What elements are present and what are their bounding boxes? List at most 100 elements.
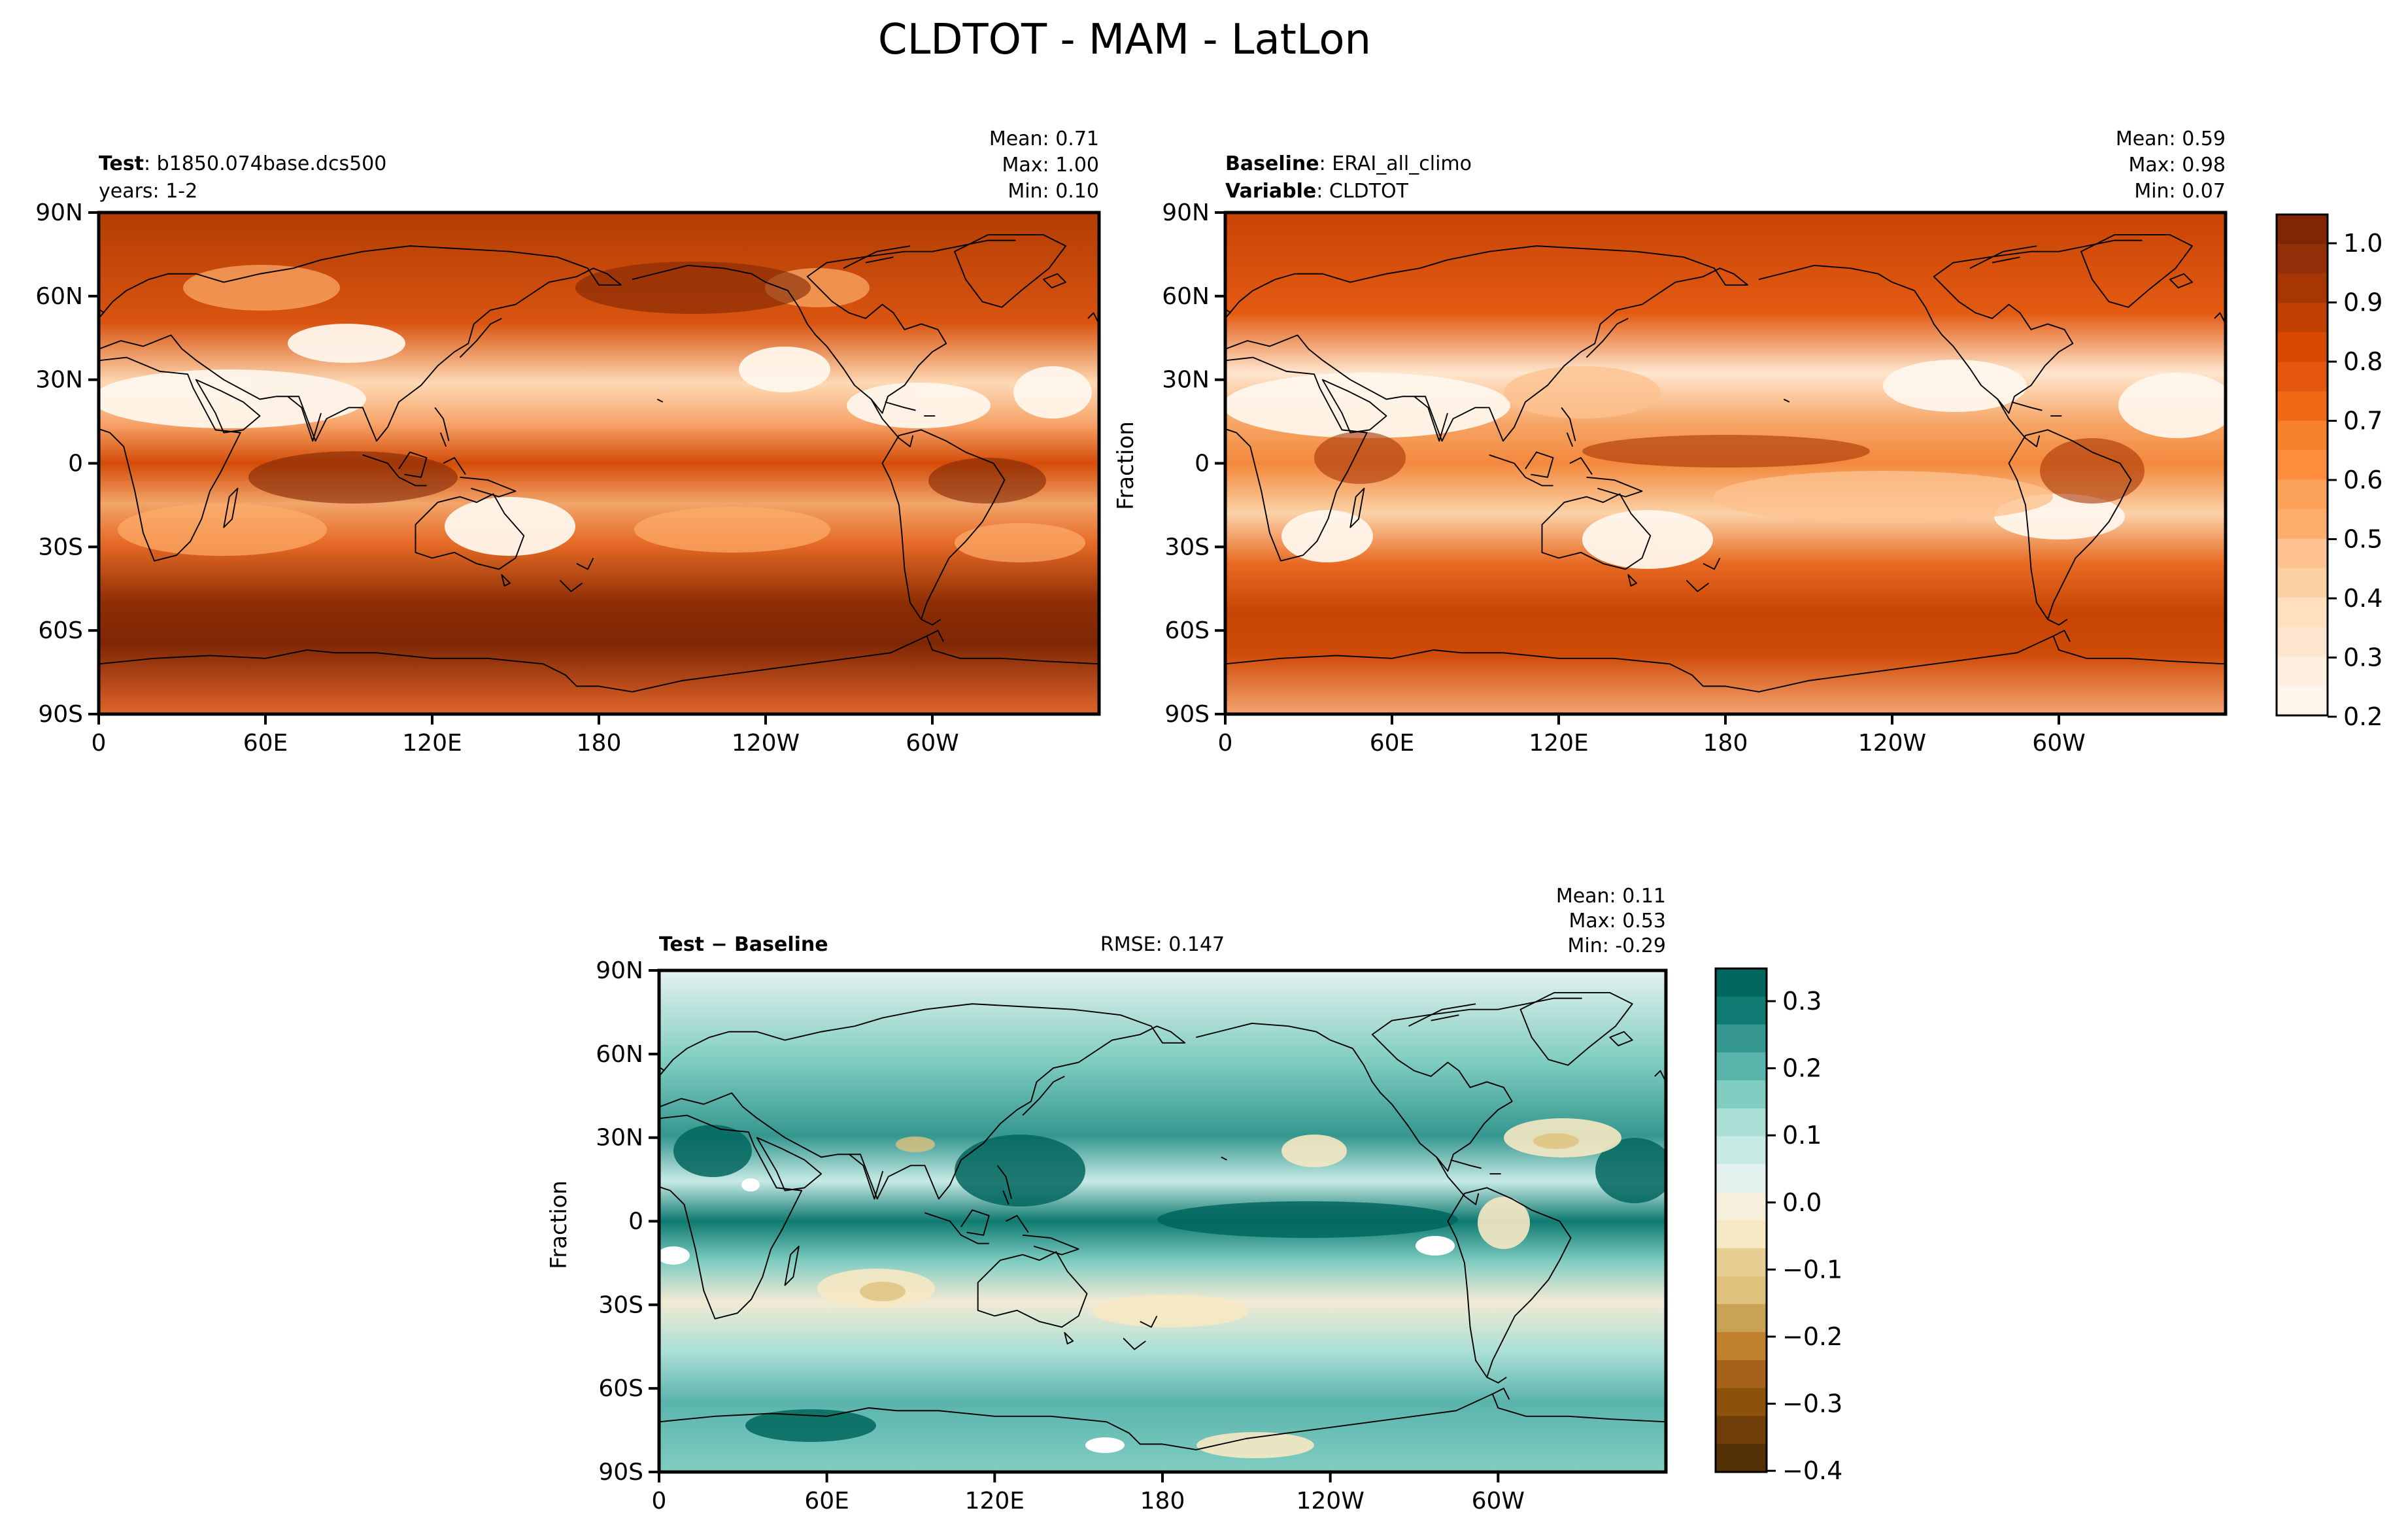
difference-stat-min: Min: -0.29 — [1568, 934, 1667, 957]
difference-lat-tick-label: 90N — [596, 957, 643, 984]
difference-lon-tick-label: 180 — [1140, 1488, 1185, 1514]
baseline-lat-tick-label: 60S — [1164, 617, 1210, 644]
main-colorbar-tick-label: 0.8 — [2343, 347, 2383, 376]
difference-header: Test − Baseline — [659, 933, 828, 956]
main-colorbar-tick-label: 0.5 — [2343, 525, 2383, 554]
difference-rmse: RMSE: 0.147 — [1100, 933, 1225, 956]
difference-lon-tick-label: 120W — [1297, 1488, 1365, 1514]
test-lat-tick-label: 30S — [38, 534, 83, 560]
difference-colorbar-color-step — [1716, 968, 1767, 997]
test-lon-tick-label: 120E — [402, 730, 462, 757]
test-map-field — [99, 213, 1099, 714]
difference-lat-tick-label: 30S — [598, 1292, 643, 1318]
figure-title: CLDTOT - MAM - LatLon — [878, 16, 1371, 64]
main-colorbar-color-step — [2277, 420, 2328, 451]
main-colorbar-tick-label: 0.6 — [2343, 466, 2383, 494]
main-colorbar-color-step — [2277, 656, 2328, 687]
main-colorbar-frame — [2275, 213, 2329, 717]
baseline-lat-tick-label: 0 — [1195, 451, 1210, 477]
baseline-lat-tick-label: 60N — [1162, 283, 1210, 310]
main-colorbar-color-step — [2277, 273, 2328, 303]
axis-ticks-group: 90N 60N 30N 0 30S 60S 90S 0 60E 120E 180 120W 60W 90N… — [35, 199, 2085, 1514]
difference-colorbar-color-step — [1716, 1136, 1767, 1165]
baseline-header-line-1: Baseline: ERAI_all_climo — [1225, 152, 1472, 175]
baseline-lon-tick-label: 120W — [1858, 730, 1926, 757]
difference-colorbar-color-step — [1716, 1108, 1767, 1137]
difference-colorbar-frame — [1714, 967, 1768, 1473]
difference-lat-tick-label: 60N — [596, 1041, 643, 1068]
difference-colorbar-tick-label: −0.1 — [1782, 1255, 1842, 1284]
difference-map-field — [659, 970, 1666, 1472]
difference-colorbar-tick-label: −0.3 — [1782, 1390, 1842, 1418]
difference-lon-tick-label: 120E — [965, 1488, 1025, 1514]
test-stat-mean: Mean: 0.71 — [989, 128, 1099, 150]
baseline-lon-tick-label: 60W — [2032, 730, 2085, 757]
difference-colorbar-tick-label: 0.0 — [1782, 1188, 1822, 1217]
difference-colorbar-color-step — [1716, 1360, 1767, 1389]
difference-colorbar-tick-label: 0.3 — [1782, 987, 1822, 1016]
test-lon-tick-label: 60E — [243, 730, 288, 757]
test-lon-tick-label: 180 — [577, 730, 622, 757]
difference-stat-max: Max: 0.53 — [1569, 910, 1666, 933]
difference-colorbar: 0.3 0.2 0.1 0.0 −0.1 −0.2 −0.3 −0.4 — [1714, 967, 1842, 1485]
difference-colorbar-color-step — [1716, 1332, 1767, 1361]
difference-panel — [657, 968, 1668, 1474]
difference-lat-tick-label: 0 — [628, 1208, 643, 1235]
main-colorbar-color-step — [2277, 597, 2328, 628]
baseline-stat-min: Min: 0.07 — [2134, 180, 2226, 203]
main-colorbar-color-step — [2277, 303, 2328, 333]
main-colorbar-tick-label: 0.2 — [2343, 702, 2383, 731]
difference-stat-mean: Mean: 0.11 — [1556, 885, 1666, 908]
difference-colorbar-color-step — [1716, 1276, 1767, 1305]
baseline-lon-tick-label: 180 — [1703, 730, 1748, 757]
difference-colorbar-color-step — [1716, 1444, 1767, 1473]
test-lon-tick-label: 120W — [732, 730, 800, 757]
test-lat-tick-label: 30N — [35, 367, 83, 394]
test-stat-min: Min: 0.10 — [1008, 180, 1099, 203]
main-colorbar-color-step — [2277, 362, 2328, 392]
test-panel — [97, 211, 1101, 716]
test-header-line-2: years: 1-2 — [99, 180, 197, 203]
main-colorbar-color-step — [2277, 509, 2328, 539]
main-colorbar-color-step — [2277, 450, 2328, 481]
baseline-header-line-2: Variable: CLDTOT — [1225, 180, 1409, 203]
baseline-lon-tick-label: 60E — [1370, 730, 1415, 757]
main-colorbar-tick-label: 0.4 — [2343, 584, 2383, 613]
main-colorbar-tick-label: 0.9 — [2343, 288, 2383, 317]
difference-colorbar-color-step — [1716, 1164, 1767, 1193]
difference-colorbar-tick-label: −0.2 — [1782, 1322, 1842, 1351]
difference-lon-tick-label: 60W — [1472, 1488, 1525, 1514]
test-lat-tick-label: 90S — [38, 701, 83, 728]
baseline-panel — [1223, 211, 2228, 716]
main-colorbar-tick-label: 0.7 — [2343, 407, 2383, 436]
baseline-lat-tick-label: 30N — [1162, 367, 1210, 394]
baseline-lon-tick-label: 120E — [1529, 730, 1588, 757]
test-lat-tick-label: 90N — [35, 199, 83, 226]
difference-colorbar-color-step — [1716, 1388, 1767, 1416]
baseline-lat-tick-label: 30S — [1164, 534, 1210, 560]
difference-ylabel: Fraction — [546, 1180, 572, 1269]
baseline-lat-tick-label: 90S — [1164, 701, 1210, 728]
baseline-lat-tick-label: 90N — [1162, 199, 1210, 226]
main-colorbar-color-step — [2277, 626, 2328, 657]
baseline-map-field — [1225, 213, 2226, 714]
difference-lat-tick-label: 30N — [596, 1125, 643, 1152]
baseline-stat-max: Max: 0.98 — [2129, 154, 2226, 177]
main-colorbar-color-step — [2277, 568, 2328, 598]
difference-lon-tick-label: 60E — [804, 1488, 849, 1514]
baseline-lon-tick-label: 0 — [1218, 730, 1233, 757]
main-colorbar-tick-label: 0.3 — [2343, 643, 2383, 672]
test-header-line-1: Test: b1850.074base.dcs500 — [99, 152, 386, 175]
main-colorbar-color-step — [2277, 214, 2328, 245]
difference-lat-tick-label: 90S — [598, 1459, 643, 1486]
test-lon-tick-label: 60W — [906, 730, 958, 757]
test-lat-tick-label: 60N — [35, 283, 83, 310]
difference-colorbar-color-step — [1716, 1024, 1767, 1053]
difference-lat-tick-label: 60S — [598, 1375, 643, 1402]
difference-colorbar-color-step — [1716, 1248, 1767, 1277]
test-lat-tick-label: 0 — [68, 451, 83, 477]
main-colorbar-color-step — [2277, 538, 2328, 569]
main-colorbar-color-step — [2277, 332, 2328, 362]
difference-colorbar-color-step — [1716, 1220, 1767, 1249]
